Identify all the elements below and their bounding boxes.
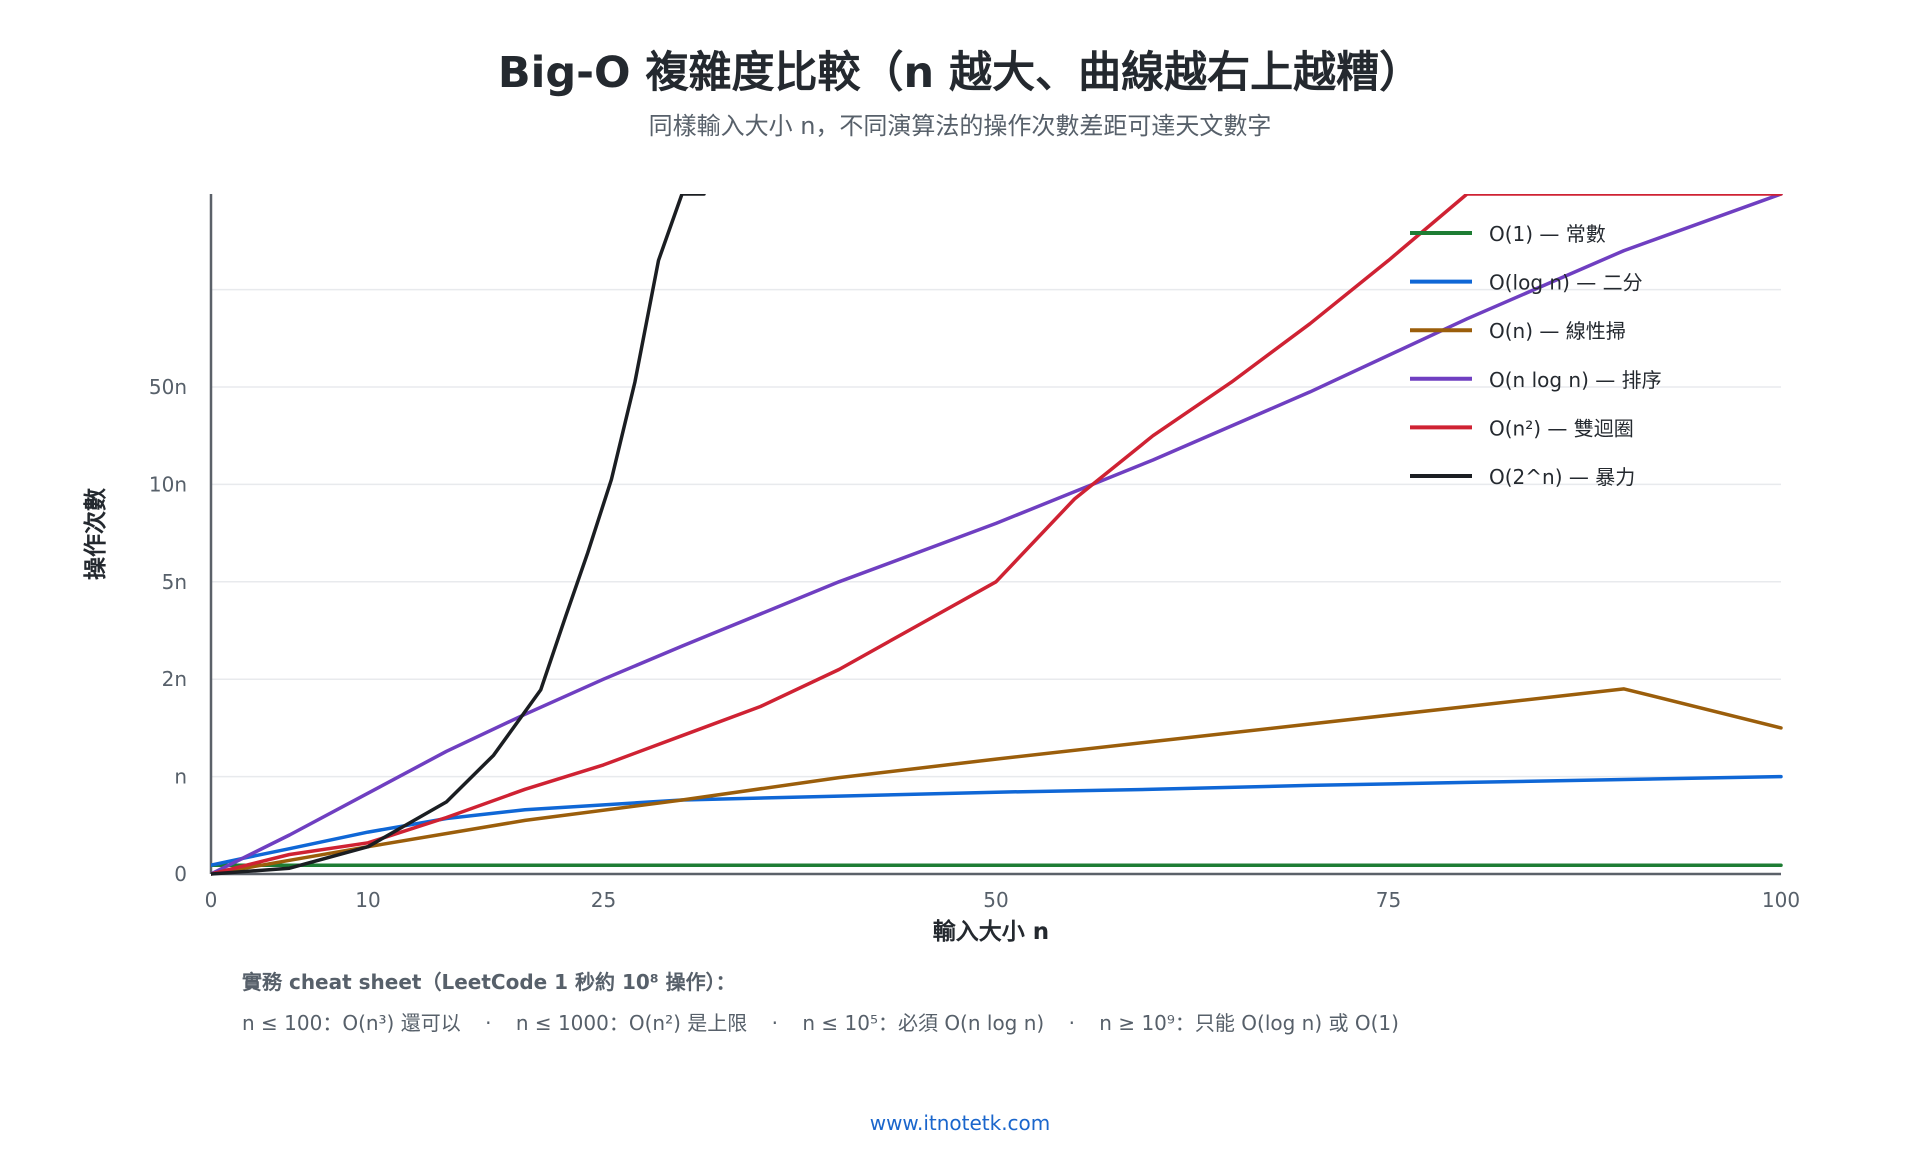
legend-item: O(n log n) — 排序 bbox=[1410, 368, 1662, 392]
legend-item: O(1) — 常數 bbox=[1410, 222, 1606, 246]
x-tick-label: 100 bbox=[1762, 888, 1800, 912]
series-line-2 bbox=[211, 687, 1783, 876]
legend-label: O(n²) — 雙迴圈 bbox=[1489, 416, 1634, 440]
rule-separator: · bbox=[771, 1011, 778, 1035]
footer-link[interactable]: www.itnotetk.com bbox=[869, 1111, 1051, 1135]
x-tick-label: 50 bbox=[983, 888, 1008, 912]
x-tick-label: 0 bbox=[205, 888, 218, 912]
x-tick-label: 75 bbox=[1376, 888, 1401, 912]
grid bbox=[211, 288, 1781, 778]
y-axis-title: 操作次數 bbox=[82, 488, 109, 580]
x-tick-label: 10 bbox=[355, 888, 380, 912]
legend: O(1) — 常數 O(log n) — 二分 O(n) — 線性掃 O(n log … bbox=[1410, 222, 1662, 489]
legend-label: O(2^n) — 暴力 bbox=[1489, 465, 1635, 489]
x-tick-label: 25 bbox=[591, 888, 616, 912]
chart-subtitle: 同樣輸入大小 n，不同演算法的操作次數差距可達天文數字 bbox=[648, 112, 1272, 140]
cheat-sheet-rules: n ≤ 100：O(n³) 還可以 · n ≤ 1000：O(n²) 是上限 ·… bbox=[242, 1007, 1399, 1036]
cheat-sheet-heading: 實務 cheat sheet（LeetCode 1 秒約 10⁸ 操作）： bbox=[242, 970, 736, 994]
y-tick-label: 50n bbox=[149, 375, 187, 399]
axes: 0 n 2n 5n 10n 50n 0 10 25 50 75 100 bbox=[149, 194, 1800, 912]
legend-label: O(n log n) — 排序 bbox=[1489, 368, 1662, 392]
y-tick-label: 2n bbox=[162, 667, 187, 691]
legend-item: O(2^n) — 暴力 bbox=[1410, 465, 1635, 489]
rule-separator: · bbox=[1068, 1011, 1075, 1035]
cheat-sheet-notes: 實務 cheat sheet（LeetCode 1 秒約 10⁸ 操作）： n … bbox=[242, 966, 1399, 1036]
rule-separator: · bbox=[485, 1011, 492, 1035]
series-line-3 bbox=[211, 194, 1783, 876]
series-line-4 bbox=[211, 194, 1783, 876]
series-line-1 bbox=[211, 774, 1783, 867]
series-line-5 bbox=[211, 194, 706, 876]
cheat-sheet-rule: n ≤ 100：O(n³) 還可以 bbox=[242, 1011, 461, 1035]
chart-title: Big-O 複雜度比較（n 越大、曲線越右上越糟） bbox=[497, 48, 1423, 98]
y-tick-label: n bbox=[174, 765, 187, 789]
series-lines bbox=[211, 194, 1783, 876]
y-tick-label: 5n bbox=[162, 570, 187, 594]
cheat-sheet-rule: n ≤ 10⁵：必須 O(n log n) bbox=[802, 1011, 1045, 1035]
y-tick-label: 10n bbox=[149, 472, 187, 496]
legend-label: O(1) — 常數 bbox=[1489, 222, 1606, 246]
x-axis-title: 輸入大小 n bbox=[933, 918, 1049, 945]
legend-label: O(log n) — 二分 bbox=[1489, 271, 1643, 295]
legend-label: O(n) — 線性掃 bbox=[1489, 319, 1626, 343]
cheat-sheet-rule: n ≤ 1000：O(n²) 是上限 bbox=[515, 1011, 748, 1035]
cheat-sheet-rule: n ≥ 10⁹：只能 O(log n) 或 O(1) bbox=[1099, 1011, 1399, 1035]
y-tick-label: 0 bbox=[174, 862, 187, 886]
legend-item: O(log n) — 二分 bbox=[1410, 271, 1643, 295]
legend-item: O(n) — 線性掃 bbox=[1410, 319, 1626, 343]
legend-item: O(n²) — 雙迴圈 bbox=[1410, 416, 1634, 440]
